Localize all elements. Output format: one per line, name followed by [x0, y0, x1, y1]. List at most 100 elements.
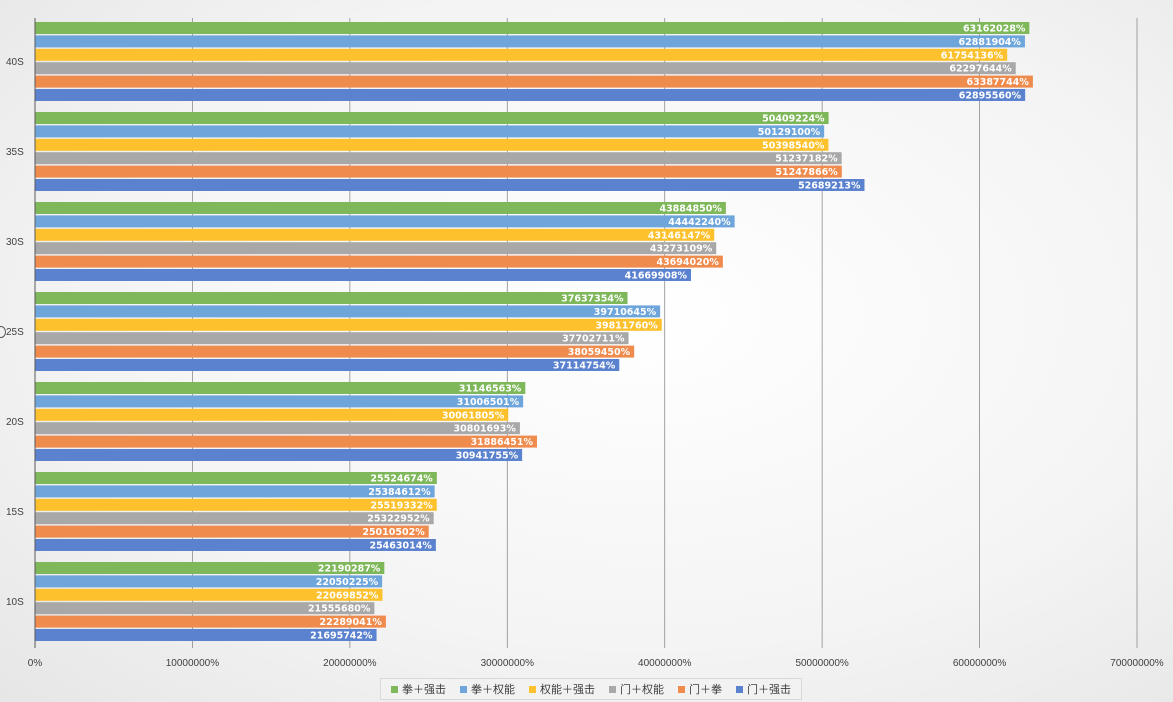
legend-swatch: [609, 685, 616, 693]
category-label: 20S: [6, 417, 24, 428]
bar: [35, 318, 662, 331]
bar-value-label: 22069852%: [316, 590, 379, 601]
bar-value-label: 30061805%: [442, 410, 505, 421]
legend-label: 权能＋强击: [540, 683, 595, 696]
bar-value-label: 41669908%: [625, 271, 688, 282]
bar-value-label: 50409224%: [762, 114, 825, 125]
chart-legend: 拳＋强击 拳＋权能 权能＋强击 门＋权能 门＋拳 门＋强击: [380, 678, 802, 700]
bar: [35, 408, 509, 421]
x-tick-label: 50000000%: [795, 658, 848, 669]
bar-value-label: 21695742%: [310, 631, 373, 642]
bar: [35, 48, 1008, 61]
bar-value-label: 25524674%: [370, 474, 433, 485]
bar: [35, 359, 620, 371]
bar: [35, 525, 429, 538]
bar: [35, 449, 523, 461]
bar-value-label: 25010502%: [362, 527, 425, 538]
bar-value-label: 31146563%: [459, 384, 522, 395]
bar: [35, 292, 628, 304]
bar: [35, 255, 723, 268]
category-label: 35S: [6, 147, 24, 158]
bar-value-label: 63162028%: [963, 24, 1026, 35]
legend-label: 拳＋权能: [471, 683, 515, 696]
bar: [35, 435, 537, 448]
bar-value-label: 37702711%: [562, 334, 625, 345]
bar-value-label: 22050225%: [316, 577, 379, 588]
legend-item: 门＋权能: [609, 681, 664, 697]
bar: [35, 382, 526, 394]
x-tick-label: 20000000%: [323, 658, 376, 669]
bar: [35, 575, 383, 588]
bar: [35, 269, 692, 281]
bar: [35, 35, 1025, 48]
bar-value-label: 31006501%: [457, 397, 520, 408]
bar: [35, 498, 437, 511]
bar-value-label: 43694020%: [656, 257, 719, 268]
bar-marks: 63162028% 62881904% 61754136% 62297644% 6338…: [35, 22, 1033, 642]
legend-item: 门＋强击: [736, 681, 791, 697]
bar-value-label: 63387744%: [966, 77, 1029, 88]
bar-value-label: 25322952%: [367, 514, 430, 525]
bar-value-label: 31886451%: [471, 437, 534, 448]
legend-label: 门＋强击: [747, 683, 791, 696]
bar-value-label: 39811760%: [595, 320, 658, 331]
legend-label: 拳＋强击: [402, 683, 446, 696]
bar: [35, 215, 735, 228]
category-label: 40S: [6, 57, 24, 68]
bar: [35, 332, 629, 345]
bar-value-label: 43146147%: [648, 230, 711, 241]
bar-value-label: 62881904%: [959, 37, 1022, 48]
bar: [35, 422, 520, 435]
bar-value-label: 25463014%: [369, 541, 432, 552]
category-labels: 40S 35S 30S 25S 20S 15S 10S: [6, 57, 24, 608]
x-tick-label: 60000000%: [953, 658, 1006, 669]
legend-swatch: [529, 685, 536, 693]
bar: [35, 472, 437, 484]
legend-swatch: [736, 685, 743, 693]
legend-label: 门＋拳: [689, 683, 722, 696]
legend-item: 门＋拳: [678, 681, 722, 697]
x-tick-label: 40000000%: [638, 658, 691, 669]
bar: [35, 242, 717, 255]
bar: [35, 179, 865, 191]
legend-swatch: [391, 685, 398, 693]
bar-value-label: 38059450%: [568, 347, 631, 358]
bar: [35, 89, 1026, 101]
bar: [35, 202, 726, 214]
bar-value-label: 25519332%: [370, 500, 433, 511]
x-tick-label: 0%: [28, 658, 43, 669]
bar: [35, 112, 829, 124]
bar: [35, 539, 436, 551]
bar: [35, 629, 377, 641]
x-tick-label: 70000000%: [1110, 658, 1163, 669]
bar-value-label: 51247866%: [775, 167, 838, 178]
bar-value-label: 50129100%: [758, 127, 821, 138]
bar-value-label: 37114754%: [553, 361, 616, 372]
bar: [35, 395, 524, 408]
x-tick-labels: 0% 10000000% 20000000% 30000000% 40000000% 50…: [28, 658, 1164, 669]
bar: [35, 345, 635, 358]
bar-value-label: 62297644%: [949, 64, 1012, 75]
bar-value-label: 37637354%: [561, 294, 624, 305]
legend-item: 拳＋强击: [391, 681, 446, 697]
bar-value-label: 21555680%: [308, 604, 371, 615]
bar-value-label: 50398540%: [762, 140, 825, 151]
bar: [35, 138, 829, 151]
bar-value-label: 30801693%: [454, 424, 517, 435]
bar: [35, 512, 434, 525]
bar: [35, 228, 715, 241]
legend-label: 门＋权能: [620, 683, 664, 696]
bar: [35, 615, 386, 628]
category-label: 10S: [6, 597, 24, 608]
bar: [35, 22, 1030, 34]
category-label: 15S: [6, 507, 24, 518]
bar-value-label: 22190287%: [318, 564, 381, 575]
legend-item: 权能＋强击: [529, 681, 595, 697]
bar: [35, 75, 1033, 88]
bar: [35, 602, 375, 615]
bar-value-label: 61754136%: [941, 50, 1004, 61]
bar: [35, 62, 1016, 75]
legend-swatch: [678, 685, 685, 693]
legend-swatch: [460, 685, 467, 693]
